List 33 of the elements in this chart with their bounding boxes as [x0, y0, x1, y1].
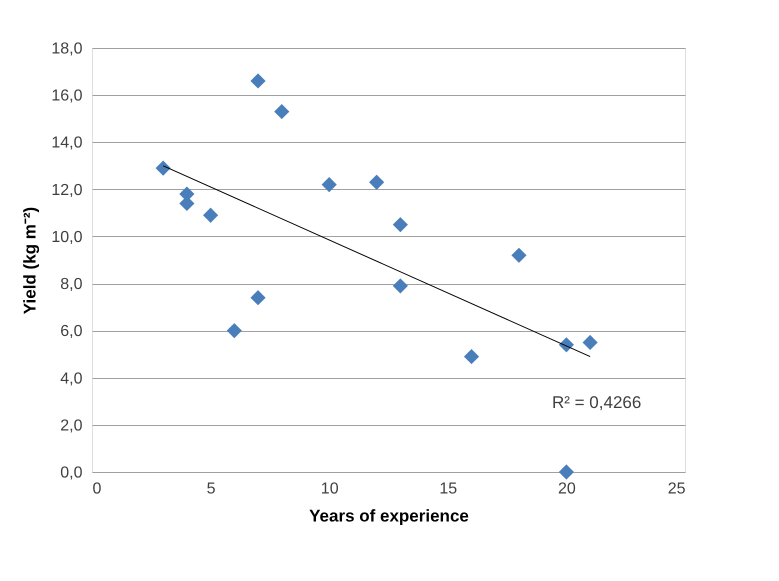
point [369, 174, 384, 190]
y-tick-label: 0,0 [60, 464, 83, 482]
point [392, 217, 408, 232]
point [250, 73, 266, 89]
point [322, 177, 337, 192]
y-tick-label: 14,0 [51, 134, 83, 152]
point [392, 278, 408, 294]
annotation: R² = 0,4266 [552, 393, 642, 412]
point [558, 464, 574, 480]
point [511, 248, 527, 263]
point [250, 290, 266, 306]
y-tick-label: 8,0 [60, 276, 83, 294]
y-tick-label: 16,0 [51, 88, 83, 105]
x-tick-label: 20 [558, 480, 576, 498]
y-tick-label: 2,0 [60, 417, 83, 434]
point [274, 104, 290, 120]
y-tick-label: 18,0 [51, 40, 83, 58]
point [226, 323, 242, 338]
point [464, 348, 480, 364]
x-axis-title: Years of experience [309, 506, 469, 526]
y-tick-label: 4,0 [60, 370, 83, 388]
y-tick-label: 6,0 [60, 323, 83, 340]
x-tick-label: 10 [320, 480, 339, 498]
point [582, 334, 598, 350]
x-tick-label: 0 [92, 480, 102, 498]
x-tick-label: 25 [668, 480, 686, 498]
point [156, 160, 171, 176]
x-tick-label: 15 [439, 480, 458, 498]
point [203, 208, 218, 223]
y-tick-label: 10,0 [51, 228, 83, 246]
y-axis-title: Yield (kg m⁻²) [20, 206, 40, 314]
y-tick-label: 12,0 [51, 182, 83, 199]
x-tick-label: 5 [206, 480, 216, 498]
